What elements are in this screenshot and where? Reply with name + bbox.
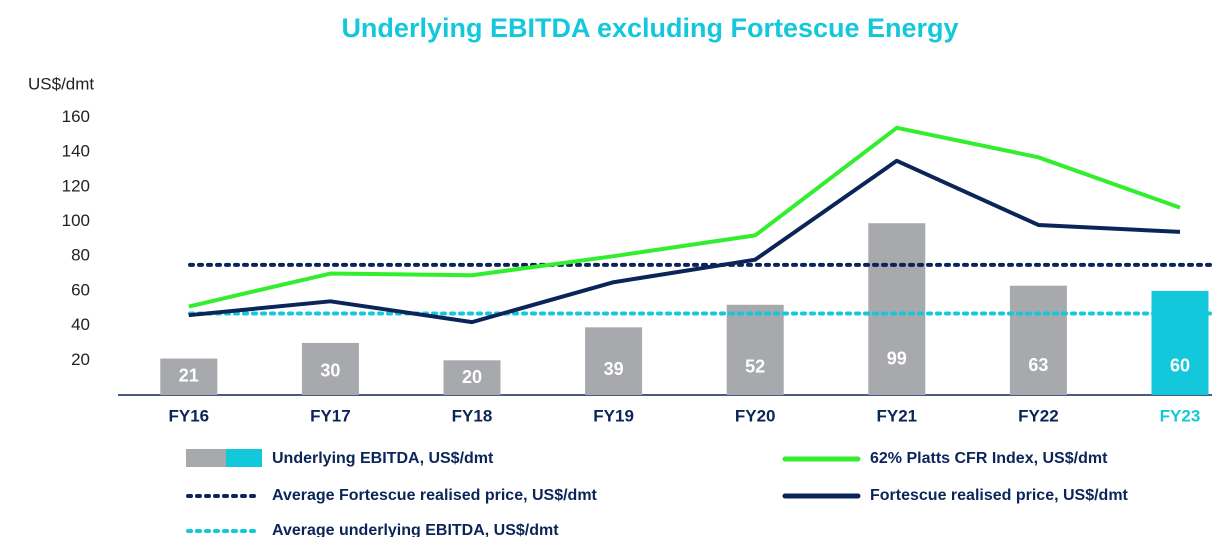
bar (443, 360, 501, 395)
legend-label: Underlying EBITDA, US$/dmt (272, 450, 494, 467)
y-tick-label: 100 (62, 211, 90, 230)
x-tick-label: FY19 (593, 406, 634, 425)
bar-value-label: 30 (320, 361, 340, 381)
bar (301, 342, 359, 395)
legend-swatch (186, 449, 226, 467)
chart-title: Underlying EBITDA excluding Fortescue En… (341, 13, 958, 43)
y-tick-label: 20 (71, 350, 90, 369)
x-tick-label: FY23 (1160, 406, 1201, 425)
legend-swatch (226, 449, 262, 467)
bar (585, 327, 643, 395)
y-tick-label: 80 (71, 246, 90, 265)
y-tick-label: 40 (71, 315, 90, 334)
bar-value-label: 39 (604, 359, 624, 379)
bar-value-label: 63 (1028, 355, 1048, 375)
x-tick-label: FY16 (168, 406, 209, 425)
legend-label: Average underlying EBITDA, US$/dmt (272, 522, 559, 537)
line-series (188, 158, 1181, 325)
line-series (188, 125, 1181, 309)
bar-value-label: 60 (1170, 355, 1190, 375)
y-axis-label: US$/dmt (28, 74, 94, 93)
x-tick-label: FY17 (310, 406, 351, 425)
bar-value-label: 52 (745, 357, 765, 377)
y-tick-label: 160 (62, 107, 90, 126)
bar-value-label: 99 (887, 349, 907, 369)
y-tick-label: 140 (62, 142, 90, 161)
bar (160, 358, 218, 395)
legend-label: 62% Platts CFR Index, US$/dmt (870, 450, 1108, 467)
bar (1151, 290, 1209, 395)
x-tick-label: FY18 (452, 406, 493, 425)
legend-label: Fortescue realised price, US$/dmt (870, 487, 1129, 504)
bar (1009, 285, 1067, 395)
x-tick-label: FY20 (735, 406, 776, 425)
x-tick-label: FY22 (1018, 406, 1059, 425)
bar-value-label: 20 (462, 367, 482, 387)
legend-label: Average Fortescue realised price, US$/dm… (272, 487, 598, 504)
bar (726, 304, 784, 395)
bar-value-label: 21 (179, 365, 199, 385)
y-tick-label: 120 (62, 176, 90, 195)
bar (868, 223, 926, 395)
x-tick-label: FY21 (876, 406, 917, 425)
y-tick-label: 60 (71, 280, 90, 299)
